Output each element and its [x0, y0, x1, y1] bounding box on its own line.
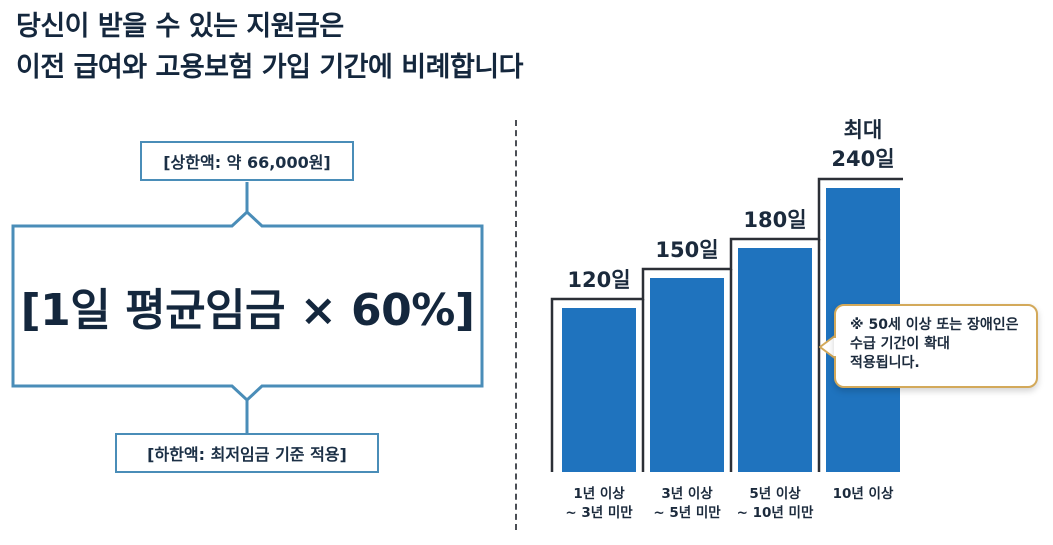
- callout-line-2: 수급 기간이 확대: [850, 336, 950, 352]
- bar-3: [738, 248, 812, 472]
- formula-main: [1일 평균임금 × 60%]: [20, 285, 475, 336]
- max-prefix: 최대: [843, 118, 883, 142]
- headline-line-1: 당신이 받을 수 있는 지원금은: [16, 11, 344, 42]
- bar-value-label: 150일: [655, 238, 719, 262]
- max-value-label: 최대 240일: [813, 116, 913, 174]
- category-label: 3년 이상 ~ 5년 미만: [632, 485, 742, 523]
- bar-1: [562, 308, 636, 472]
- duration-bar-chart: [550, 177, 903, 472]
- category-label-line-2: ~ 10년 미만: [736, 505, 814, 521]
- category-label-line-1: 5년 이상: [749, 486, 801, 502]
- bar-value-label: 240일: [831, 147, 895, 171]
- callout-line-3: 적용됩니다.: [850, 355, 920, 371]
- callout-pointer-cover: [834, 338, 838, 356]
- category-label-line-1: 3년 이상: [661, 486, 713, 502]
- upper-limit-tag: [상한액: 약 66,000원]: [140, 141, 354, 181]
- category-label-line-2: ~ 5년 미만: [653, 505, 721, 521]
- callout-pointer: [819, 334, 837, 360]
- section-divider: [515, 120, 517, 530]
- formula-frame: [11, 182, 484, 433]
- bar-value-label: 120일: [567, 268, 631, 292]
- category-label: 10년 이상: [808, 485, 918, 504]
- bar-2: [650, 278, 724, 472]
- page-headline: 당신이 받을 수 있는 지원금은 이전 급여와 고용보험 가입 기간에 비례합니…: [16, 6, 523, 88]
- category-label-line-2: ~ 3년 미만: [565, 505, 633, 521]
- bar-value-label: 180일: [743, 208, 807, 232]
- category-label: 1년 이상 ~ 3년 미만: [544, 485, 654, 523]
- age-disability-note: ※ 50세 이상 또는 장애인은 수급 기간이 확대 적용됩니다.: [834, 304, 1038, 388]
- category-label: 5년 이상 ~ 10년 미만: [720, 485, 830, 523]
- lower-limit-tag: [하한액: 최저임금 기준 적용]: [115, 433, 379, 473]
- callout-line-1: ※ 50세 이상 또는 장애인은: [850, 317, 1019, 333]
- category-label-line-1: 10년 이상: [832, 486, 894, 502]
- headline-line-2: 이전 급여와 고용보험 가입 기간에 비례합니다: [16, 52, 523, 83]
- category-label-line-1: 1년 이상: [573, 486, 625, 502]
